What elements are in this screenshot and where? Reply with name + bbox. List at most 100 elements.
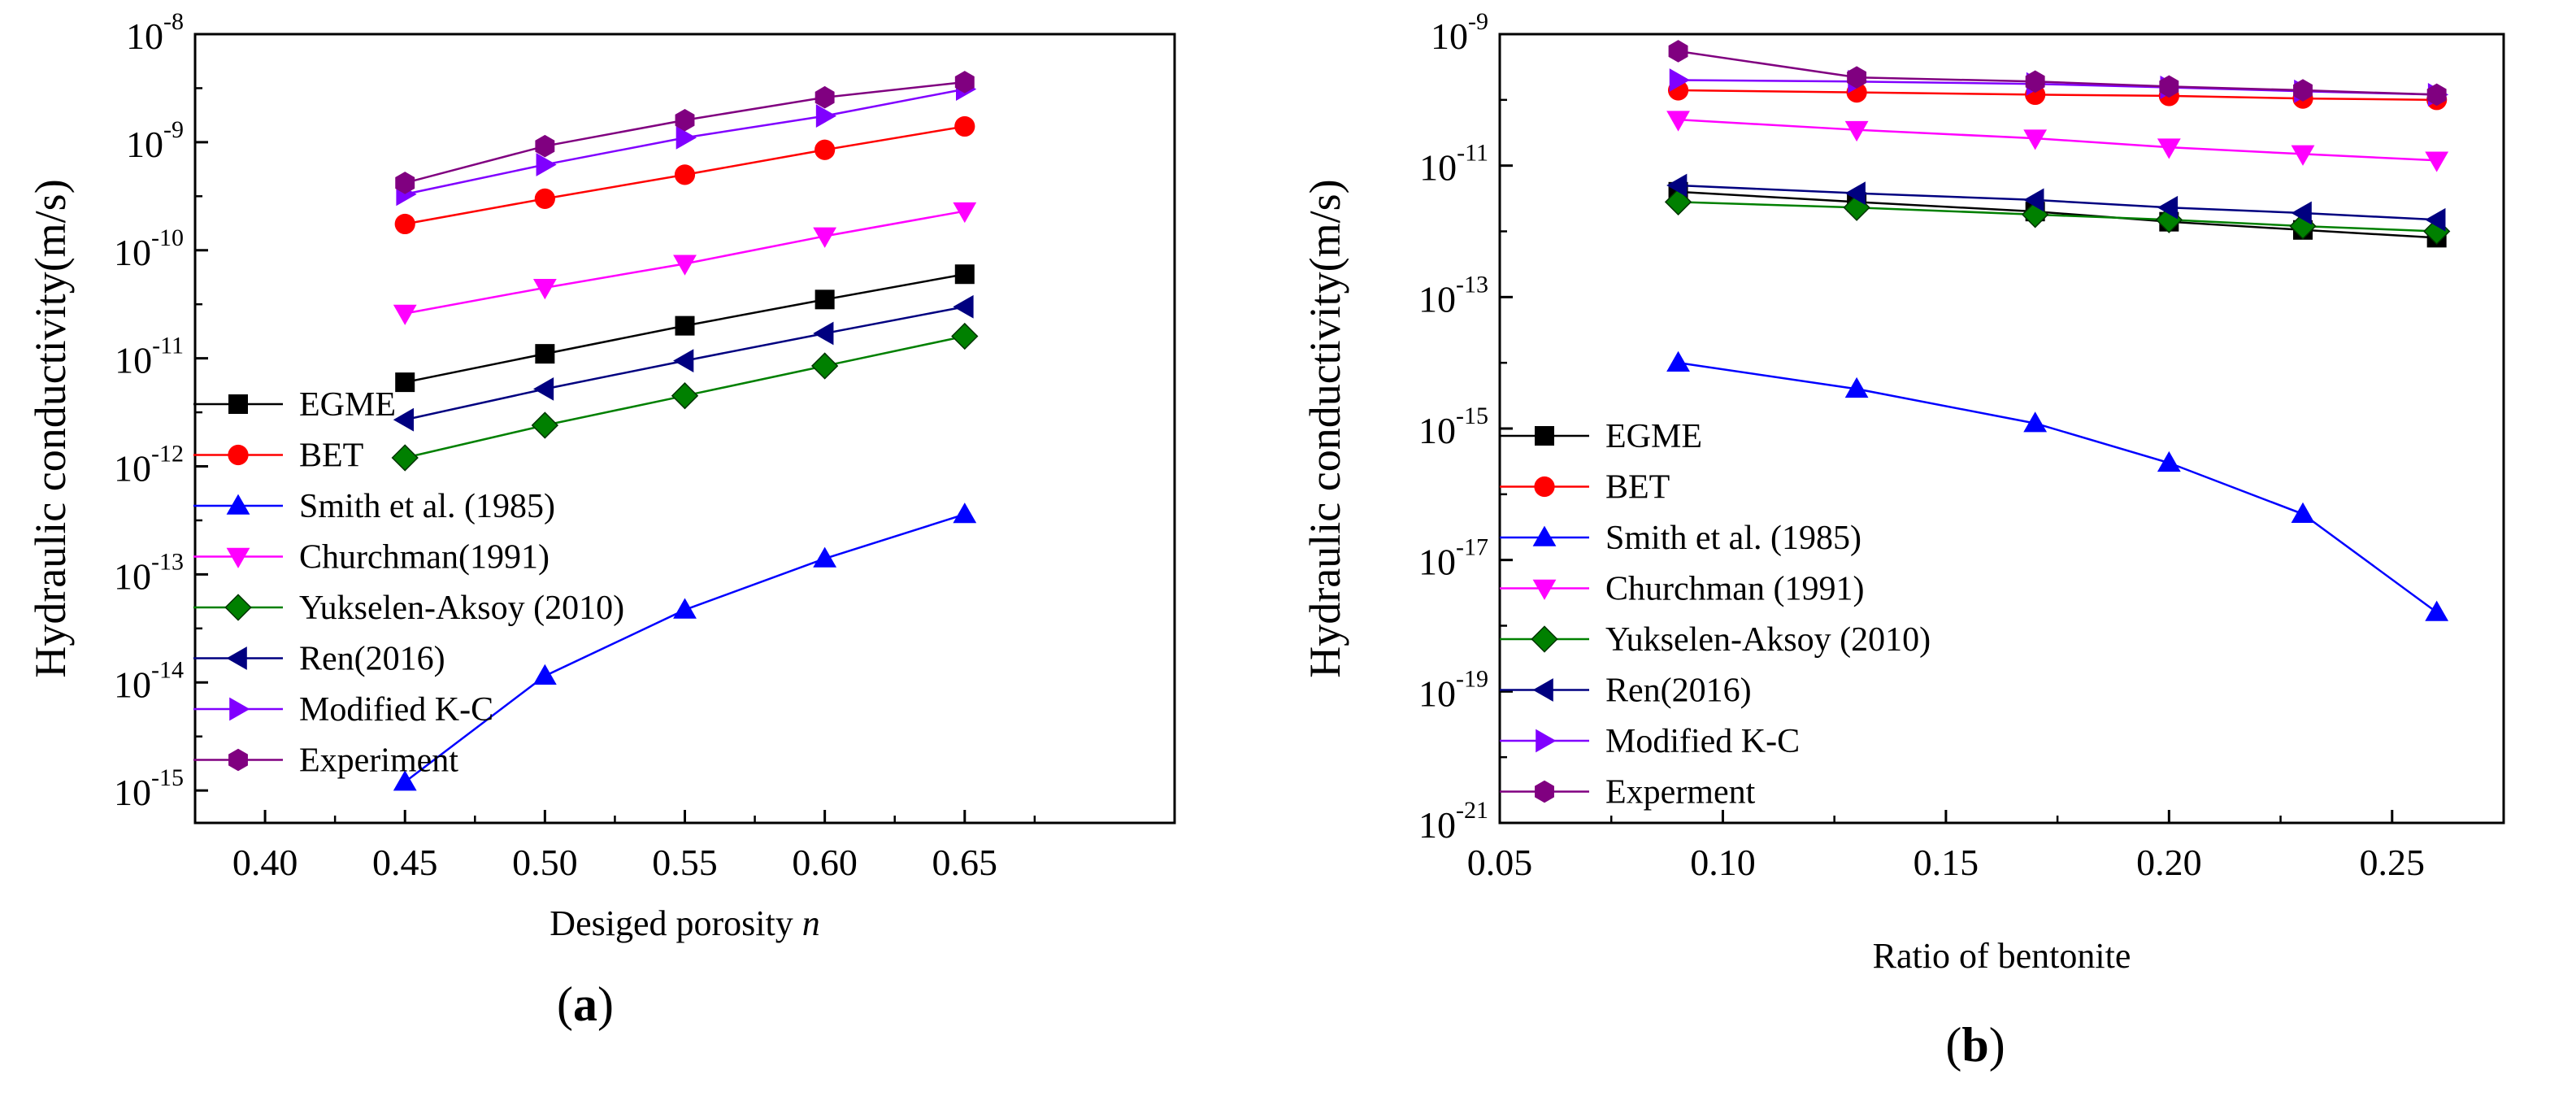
legend-label: Yukselen-Aksoy (2010) (1605, 621, 1931, 659)
data-point (2425, 207, 2446, 232)
y-tick-base: 10 (115, 340, 152, 381)
y-tick-base: 10 (114, 772, 151, 813)
y-tick-exponent: -9 (1468, 8, 1488, 35)
data-point (1844, 376, 1869, 398)
x-tick-label: 0.50 (512, 842, 578, 883)
data-point (532, 376, 554, 401)
data-point (531, 411, 559, 439)
panel-letter: a (573, 977, 597, 1031)
data-point (675, 316, 695, 336)
y-tick-label: 10-9 (126, 116, 184, 165)
legend-marker (1532, 678, 1553, 702)
data-point (1668, 40, 1688, 63)
x-tick-label: 0.65 (932, 842, 998, 883)
series-bet (394, 115, 975, 235)
y-tick-base: 10 (126, 124, 163, 165)
data-point (953, 294, 974, 319)
legend-marker (1532, 525, 1557, 546)
y-tick-exponent: -12 (151, 441, 184, 468)
y-tick-exponent: -19 (1456, 665, 1488, 692)
x-tick-label: 0.25 (2360, 842, 2426, 883)
data-point (1666, 173, 1688, 198)
x-tick-label: 0.15 (1914, 842, 1979, 883)
y-tick-label: 10-13 (114, 548, 184, 597)
y-tick-base: 10 (114, 448, 151, 490)
data-point (2157, 138, 2181, 159)
panel-paren-close: ) (1989, 1018, 2005, 1072)
data-point (2291, 502, 2315, 523)
x-tick-label: 0.45 (372, 842, 438, 883)
data-point (2426, 83, 2447, 107)
series-line (1678, 361, 2438, 614)
data-point (1666, 111, 1690, 132)
legend: EGME BET Smith et al. (1985) Churchman (199… (1500, 418, 1931, 812)
y-tick-label: 10-15 (114, 764, 184, 813)
y-tick-base: 10 (114, 555, 151, 597)
data-point (675, 108, 695, 132)
data-point (815, 104, 837, 128)
legend-marker (228, 748, 248, 772)
data-point (813, 227, 837, 248)
legend-label: Churchman(1991) (299, 539, 550, 577)
legend-item: Modified K-C (1500, 723, 1800, 760)
series-ren-2016 (1666, 173, 2446, 232)
data-point (391, 444, 419, 472)
data-point (2157, 450, 2181, 472)
legend-label: BET (1605, 469, 1670, 507)
legend-label: Ren(2016) (1605, 672, 1752, 710)
data-point (2157, 195, 2179, 220)
y-tick-label: 10-8 (126, 8, 184, 57)
data-point (1844, 181, 1866, 206)
x-tick-label: 0.05 (1467, 842, 1533, 883)
data-point (532, 664, 557, 685)
series-line (1678, 184, 2437, 221)
data-point (2291, 201, 2312, 225)
legend-label: Experiment (299, 742, 458, 780)
data-point (1847, 66, 1867, 89)
y-tick-label: 10-15 (1418, 403, 1488, 451)
data-point (675, 125, 697, 150)
panel-label: (a) (557, 977, 614, 1031)
x-axis-label: Ratio of bentonite (1873, 936, 2131, 976)
legend-marker (226, 547, 250, 568)
x-axis-label-text: Ratio of bentonite (1873, 936, 2131, 976)
legend-label: Modified K-C (299, 691, 493, 729)
legend-item: Experiment (193, 742, 458, 780)
chart-panel-a: 0.40 0.45 0.50 0.55 0.60 0.6510-1510-1410-131… (26, 8, 1176, 1031)
x-axis-label-variable: n (802, 903, 820, 943)
x-tick-label: 0.20 (2136, 842, 2202, 883)
data-point (815, 85, 835, 109)
y-tick-exponent: -8 (163, 8, 184, 35)
series-churchman-1991 (393, 202, 977, 325)
data-point (2291, 145, 2315, 166)
data-point (1844, 120, 1869, 142)
legend-item: BET (1500, 469, 1670, 507)
y-tick-exponent: -11 (152, 333, 184, 359)
y-tick-exponent: -14 (151, 656, 184, 683)
data-point (671, 382, 699, 410)
data-point (954, 115, 975, 137)
data-point (1666, 350, 1690, 372)
legend-marker (1531, 625, 1558, 653)
data-point (954, 264, 975, 285)
legend-item: Smith et al. (1985) (193, 488, 555, 525)
data-point (2425, 151, 2449, 172)
y-tick-label: 10-17 (1418, 534, 1488, 583)
series-smith-et-al-1985 (1666, 350, 2449, 621)
series-yukselen-aksoy-2010 (391, 322, 979, 472)
data-point (673, 255, 697, 276)
legend-item: Smith et al. (1985) (1500, 520, 1861, 557)
legend-label: Experment (1605, 774, 1756, 812)
y-tick-label: 10-12 (114, 441, 184, 490)
y-tick-exponent: -21 (1456, 797, 1488, 824)
y-tick-label: 10-11 (1419, 140, 1488, 189)
x-tick-label: 0.55 (652, 842, 718, 883)
data-point (395, 172, 415, 194)
data-point (813, 546, 837, 568)
series-experiment (395, 71, 975, 194)
y-tick-base: 10 (114, 232, 151, 273)
x-tick-label: 0.60 (792, 842, 858, 883)
series-line (1678, 118, 2437, 162)
data-point (535, 344, 555, 364)
